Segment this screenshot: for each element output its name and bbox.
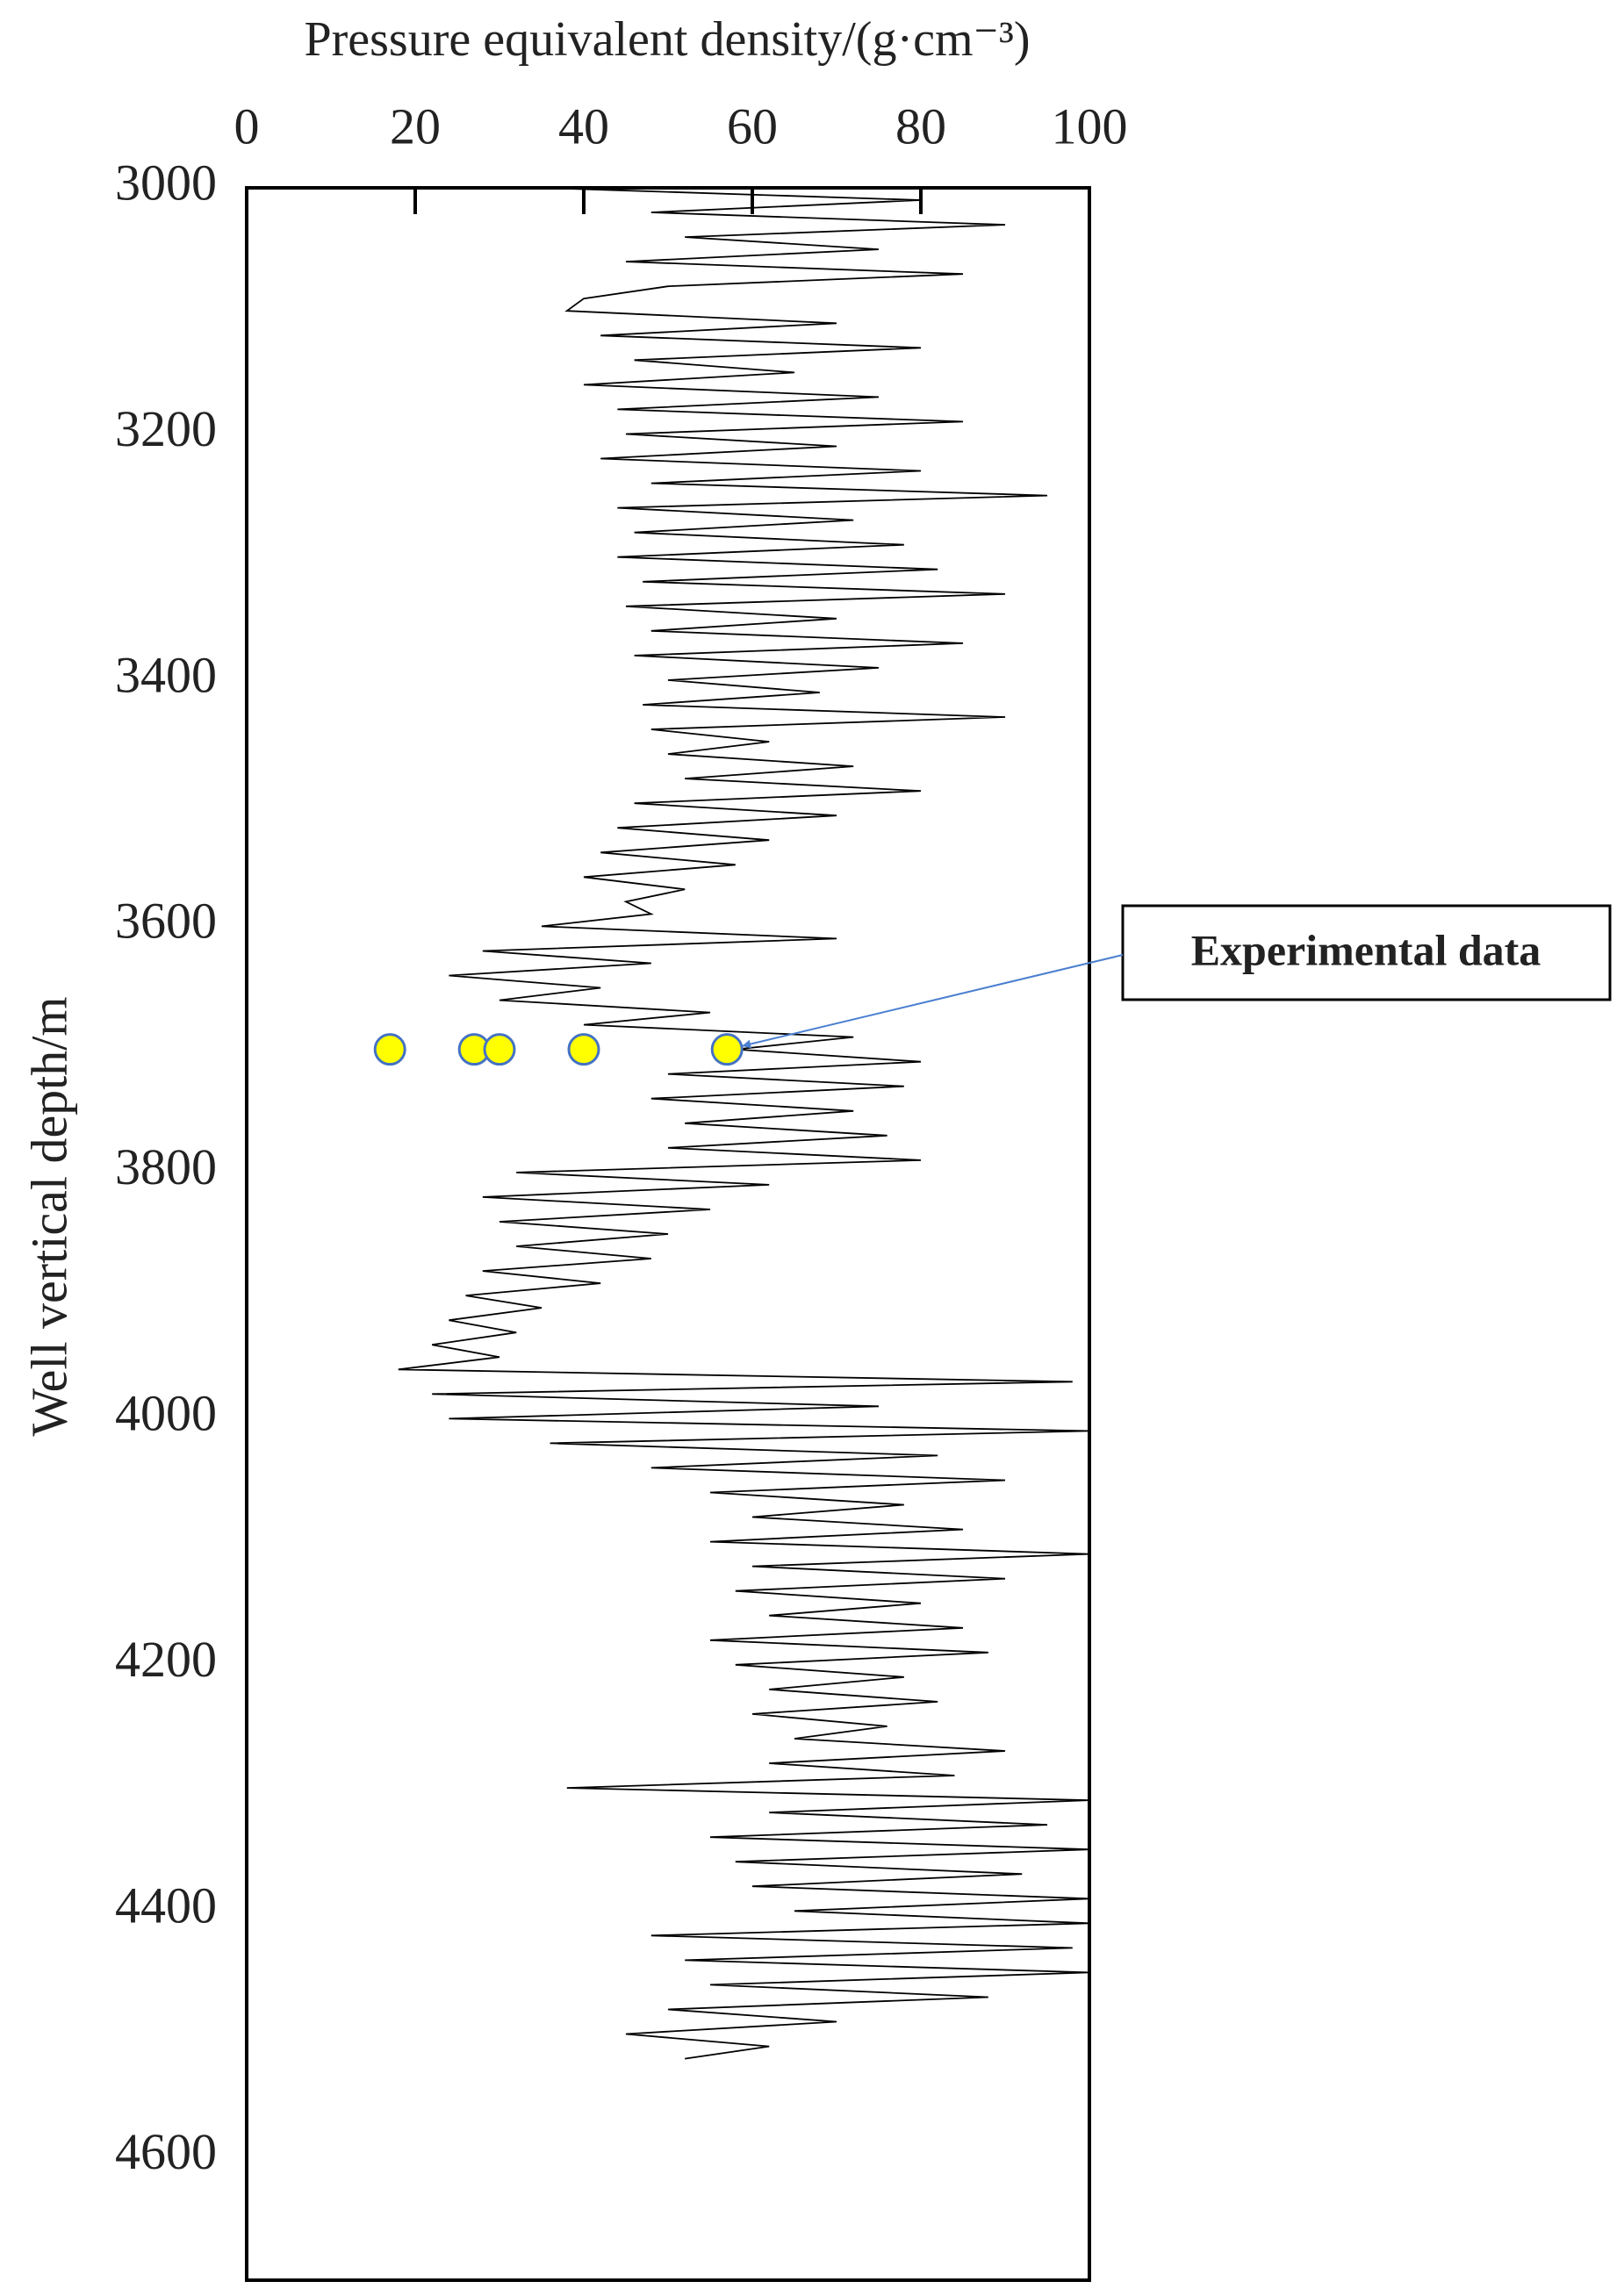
plot-frame — [245, 186, 1091, 2282]
x-axis-title: Pressure equivalent density/(g·cm⁻³) — [304, 12, 1030, 67]
y-tick-label: 3200 — [115, 400, 217, 457]
y-tick-label: 3600 — [115, 893, 217, 950]
y-tick-label: 4400 — [115, 1877, 217, 1934]
x-tick-label: 100 — [1052, 97, 1128, 154]
y-tick-label: 4000 — [115, 1385, 217, 1442]
y-tick-label: 4200 — [115, 1631, 217, 1688]
experimental-point — [567, 1033, 600, 1066]
x-tick-label: 20 — [390, 97, 441, 154]
experimental-point — [483, 1033, 516, 1066]
y-tick-label: 4600 — [115, 2123, 217, 2180]
x-tick-label: 60 — [727, 97, 778, 154]
plot-area: 0 20 40 60 80 100 3000 3200 3400 3600 3800 4000 4200… — [115, 97, 1128, 2282]
experimental-point — [710, 1033, 744, 1066]
annotation-box — [1121, 904, 1612, 1001]
x-tick-label: 0 — [234, 97, 260, 154]
y-tick-label: 3800 — [115, 1138, 217, 1195]
annotation-arrow — [742, 954, 1124, 1049]
annotation-text: Experimental data — [1191, 925, 1541, 974]
log-curve — [398, 187, 1090, 2060]
x-tick-label: 80 — [895, 97, 946, 154]
y-tick-label: 3000 — [115, 154, 217, 211]
y-axis-title: Well vertical depth/m — [20, 996, 77, 1436]
y-tick-label: 3400 — [115, 646, 217, 703]
x-tick-label: 40 — [558, 97, 609, 154]
experimental-point — [373, 1033, 406, 1066]
